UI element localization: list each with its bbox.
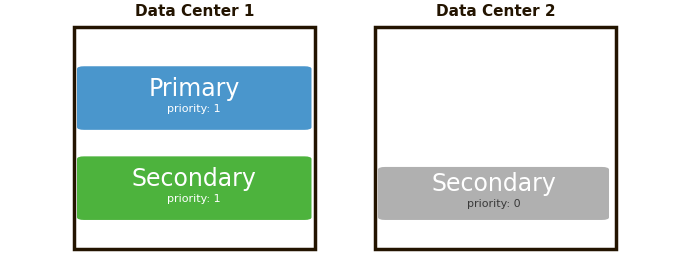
- FancyBboxPatch shape: [77, 66, 312, 130]
- Text: priority: 0: priority: 0: [467, 199, 520, 209]
- Text: priority: 1: priority: 1: [167, 194, 221, 204]
- FancyBboxPatch shape: [74, 26, 315, 249]
- Text: Secondary: Secondary: [431, 172, 556, 196]
- Text: Primary: Primary: [148, 77, 240, 101]
- FancyBboxPatch shape: [378, 167, 609, 220]
- FancyBboxPatch shape: [77, 156, 312, 220]
- Text: Secondary: Secondary: [132, 167, 257, 191]
- Text: Data Center 1: Data Center 1: [135, 5, 254, 19]
- Text: Data Center 2: Data Center 2: [436, 5, 555, 19]
- Text: priority: 1: priority: 1: [167, 104, 221, 114]
- FancyBboxPatch shape: [374, 26, 616, 249]
